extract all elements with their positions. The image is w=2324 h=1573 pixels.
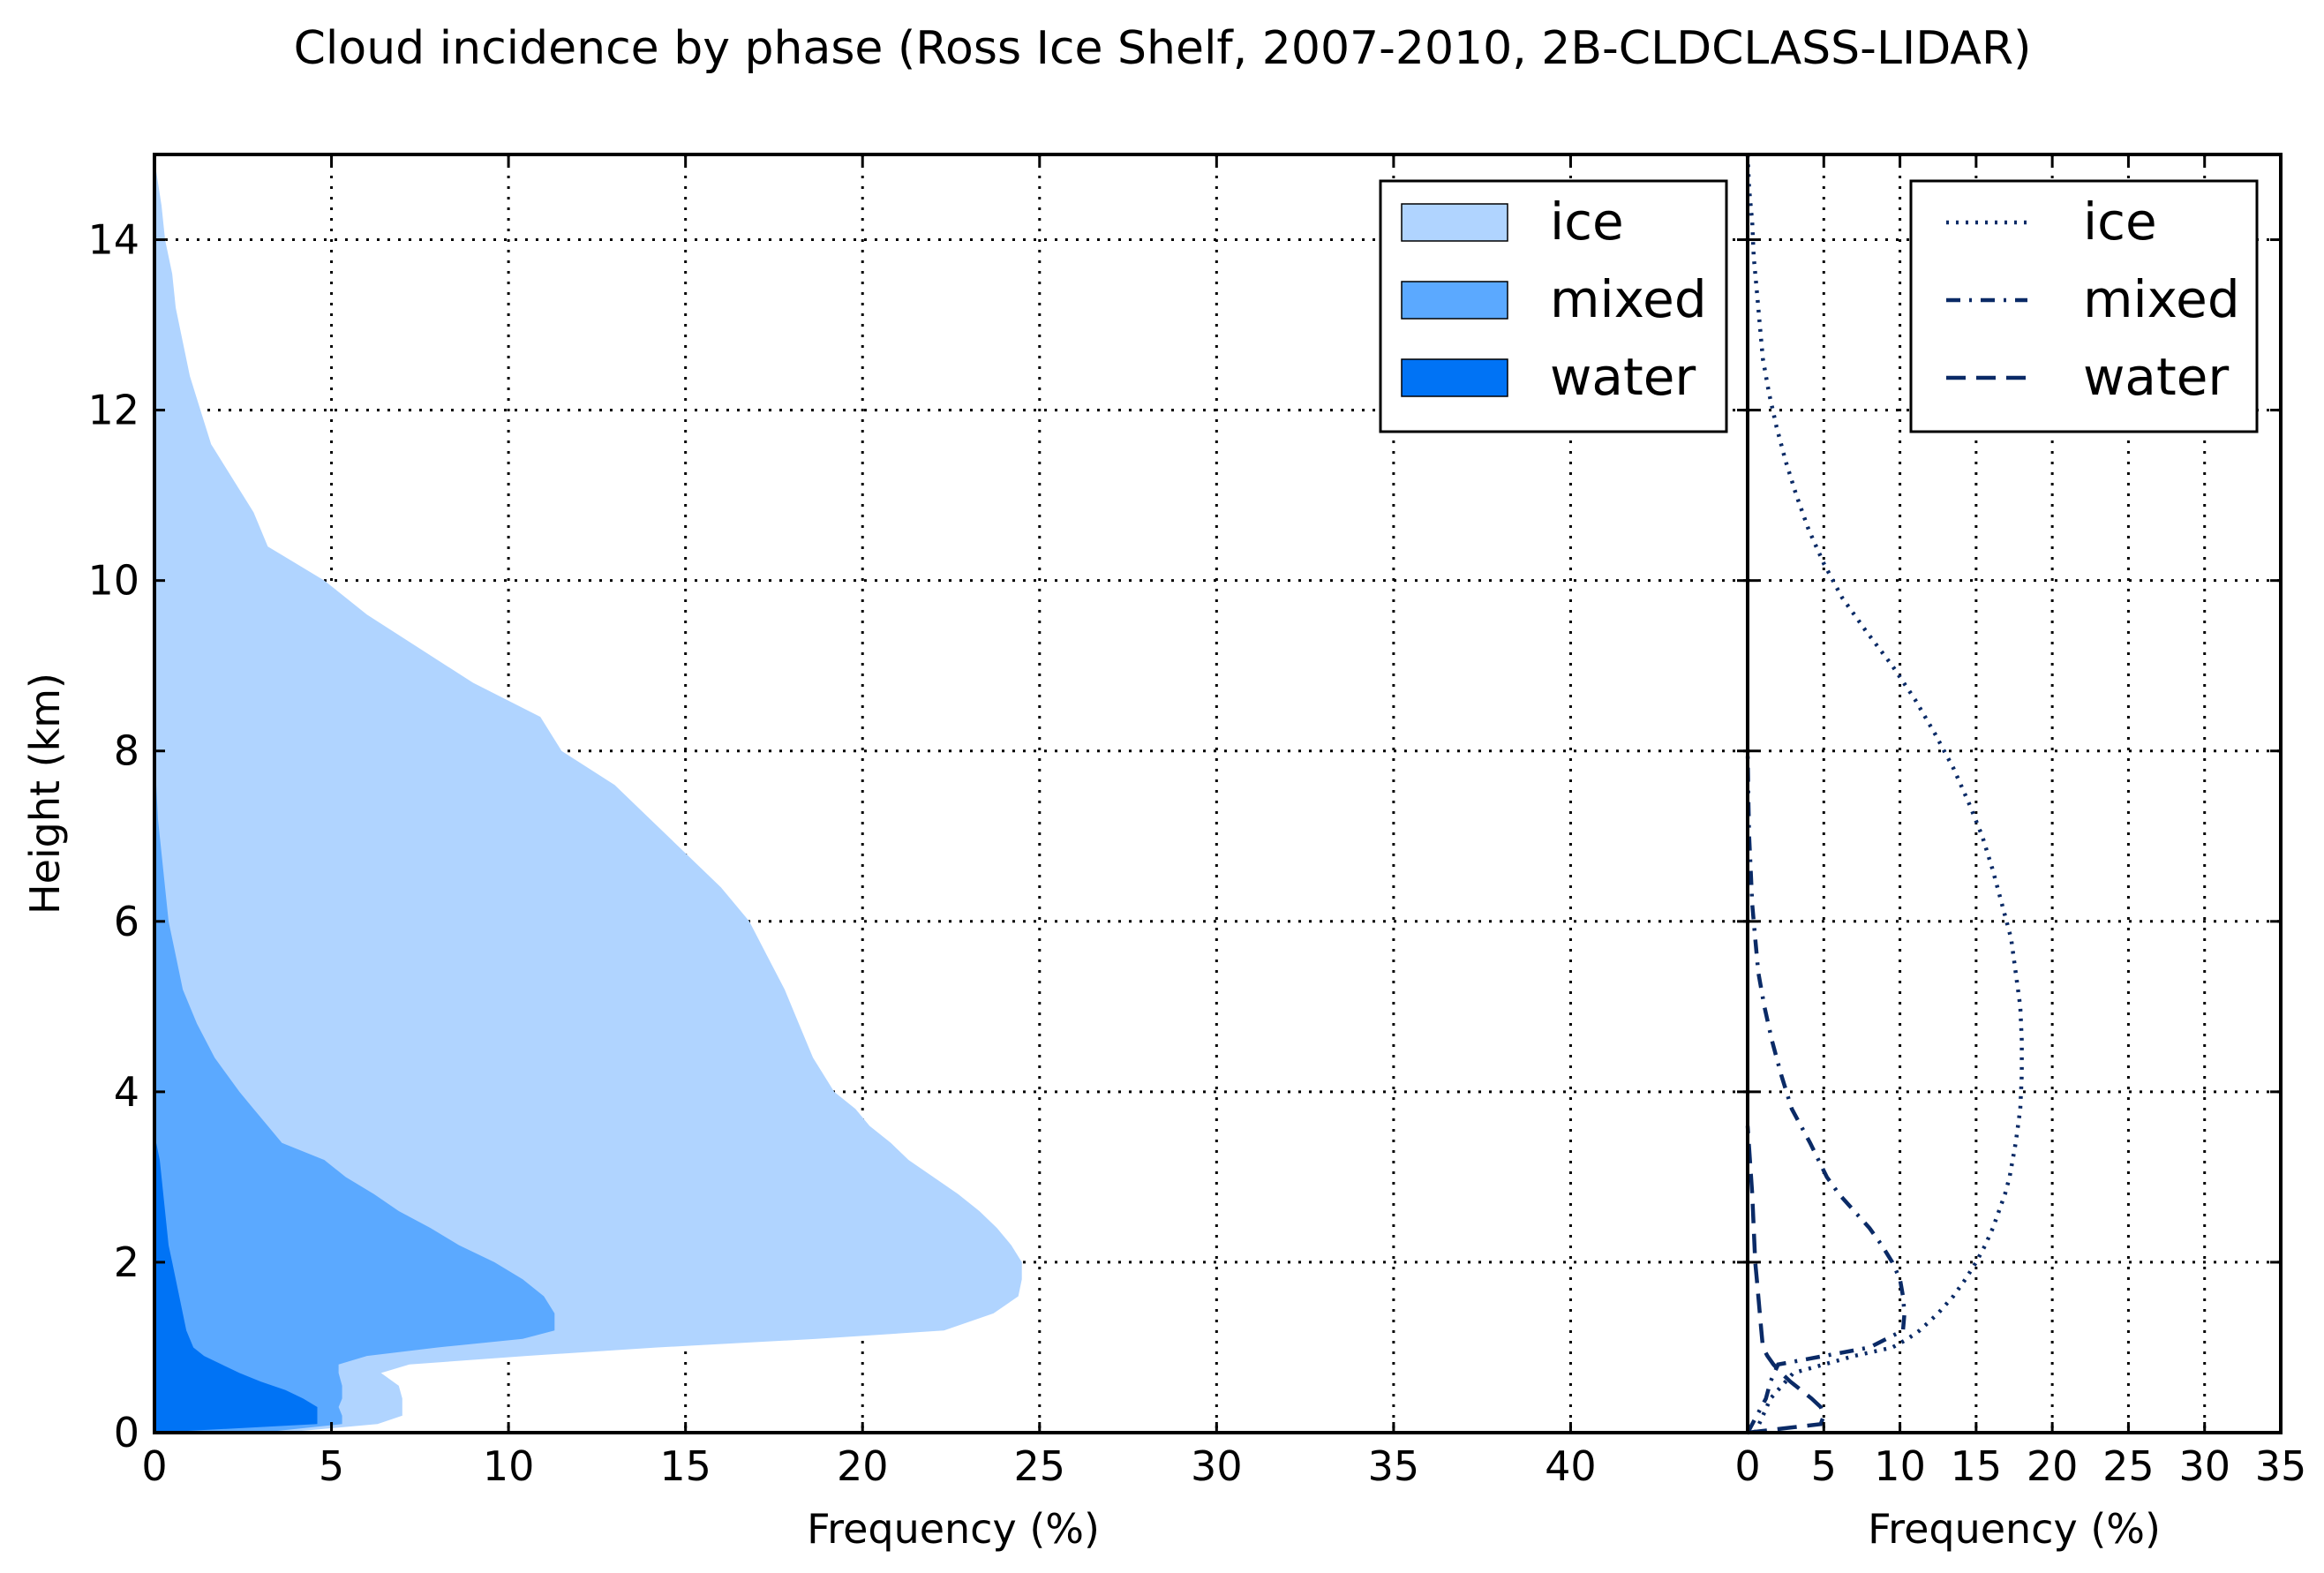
area-series — [154, 154, 1022, 1433]
line-ticks: 0 5 10 15 20 25 30 35 — [1734, 154, 2306, 1490]
area-ticks: 0 5 10 15 20 25 30 35 40 0 2 4 6 8 10 12 14 — [87, 154, 1748, 1490]
line-x-tick-label: 30 — [2178, 1442, 2230, 1490]
area-water — [154, 1125, 318, 1433]
area-y-tick-label: 12 — [87, 387, 139, 434]
area-legend-swatch-mixed — [1401, 281, 1508, 320]
area-x-tick-label: 35 — [1368, 1442, 1420, 1490]
area-x-tick-label: 40 — [1545, 1442, 1597, 1490]
area-x-tick-label: 5 — [319, 1442, 344, 1490]
area-legend-label-ice: ice — [1550, 192, 1624, 252]
area-y-tick-label: 10 — [87, 557, 139, 605]
line-x-tick-label: 15 — [1951, 1442, 2003, 1490]
area-legend: ice mixed water — [1379, 179, 1728, 433]
line-legend-label-mixed: mixed — [2083, 269, 2240, 329]
area-legend-label-water: water — [1550, 347, 1696, 407]
area-legend-label-mixed: mixed — [1550, 269, 1707, 329]
line-legend-label-ice: ice — [2083, 192, 2157, 252]
area-y-tick-label: 4 — [114, 1068, 139, 1116]
line-x-axis-label: Frequency (%) — [1868, 1505, 2161, 1553]
line-series — [1745, 154, 2024, 1435]
line-x-tick-label: 25 — [2102, 1442, 2155, 1490]
area-legend-swatch-water — [1401, 358, 1508, 397]
area-ice — [154, 154, 1022, 1433]
line-frame — [1746, 153, 2283, 1434]
line-x-tick-label: 5 — [1811, 1442, 1837, 1490]
area-x-tick-label: 0 — [141, 1442, 167, 1490]
area-x-tick-label: 10 — [483, 1442, 535, 1490]
area-y-tick-label: 14 — [87, 216, 139, 264]
area-y-tick-label: 0 — [114, 1409, 139, 1456]
line-legend-box — [1909, 179, 2259, 433]
line-legend-label-water: water — [2083, 347, 2229, 407]
line-x-tick-label: 20 — [2027, 1442, 2079, 1490]
area-y-tick-label: 6 — [114, 898, 139, 945]
area-x-tick-label: 15 — [659, 1442, 711, 1490]
line-x-tick-label: 10 — [1874, 1442, 1926, 1490]
line-legend: ice mixed water — [1909, 179, 2259, 433]
line-x-tick-label: 0 — [1734, 1442, 1760, 1490]
area-mixed — [154, 734, 555, 1433]
chart-title: Cloud incidence by phase (Ross Ice Shelf… — [294, 22, 2032, 75]
line-chart-panel: 0 5 10 15 20 25 30 35 Frequency (%) ice mixed wat… — [1734, 153, 2306, 1553]
area-x-axis-label: Frequency (%) — [807, 1505, 1100, 1553]
line-ice — [1745, 154, 2024, 1434]
area-x-tick-label: 20 — [837, 1442, 889, 1490]
area-x-tick-label: 30 — [1191, 1442, 1243, 1490]
area-legend-swatch-ice — [1401, 203, 1508, 242]
area-y-tick-label: 8 — [114, 727, 139, 775]
area-x-tick-label: 25 — [1014, 1442, 1066, 1490]
area-y-axis-label: Height (km) — [21, 673, 69, 914]
area-y-tick-label: 2 — [114, 1238, 139, 1286]
line-x-tick-label: 35 — [2255, 1442, 2307, 1490]
area-chart-panel: 0 5 10 15 20 25 30 35 40 0 2 4 6 8 10 12 14 Frequency (%… — [21, 153, 1749, 1553]
line-water — [1745, 1125, 1826, 1435]
